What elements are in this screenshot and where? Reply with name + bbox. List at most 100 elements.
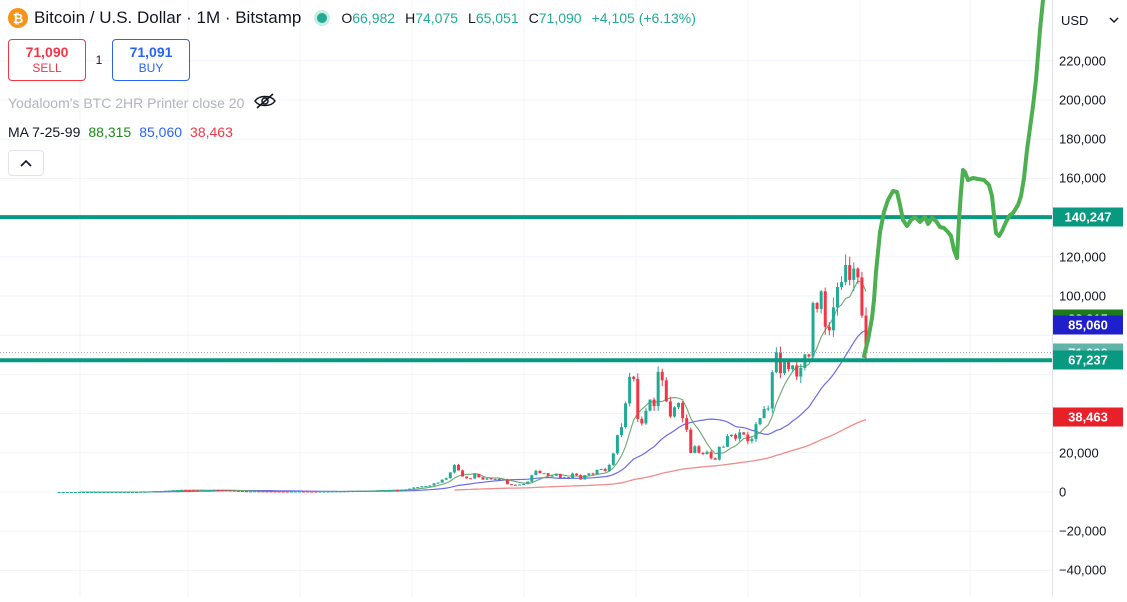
freehand-drawing[interactable]: [862, 0, 1045, 358]
price-tick-label: 100,000: [1059, 288, 1106, 304]
candle-body: [705, 451, 709, 454]
price-tag: 85,060: [1053, 315, 1123, 335]
price-tag: 38,463: [1053, 407, 1123, 427]
market-status-icon[interactable]: [317, 13, 328, 23]
candle-body: [493, 479, 497, 481]
ma25-value: 85,060: [139, 124, 183, 140]
price-tick-label: 20,000: [1059, 445, 1099, 461]
candle-body: [848, 265, 852, 280]
candle-body: [730, 434, 734, 437]
candle-body: [685, 418, 689, 430]
chart-canvas[interactable]: [0, 0, 1052, 597]
candle-body: [265, 491, 269, 493]
candle-body: [298, 491, 302, 493]
candle-body: [126, 492, 130, 493]
candle-body: [98, 492, 102, 493]
candle-body: [90, 492, 94, 493]
candle-body: [395, 489, 399, 491]
candle-body: [171, 490, 175, 492]
candle-body: [151, 491, 155, 493]
candle-body: [135, 492, 139, 493]
candle-body: [660, 371, 664, 381]
candle-body: [611, 453, 615, 465]
indicator-legend[interactable]: Yodaloom's BTC 2HR Printer close 20: [8, 93, 277, 112]
candle-body: [65, 492, 69, 493]
candle-body: [183, 489, 187, 491]
candle-body: [644, 410, 648, 424]
candle-body: [489, 478, 493, 480]
candle-body: [371, 490, 375, 492]
candles: [57, 254, 868, 493]
candle-body: [689, 429, 693, 453]
candle-body: [501, 479, 505, 481]
candle-body: [709, 451, 713, 459]
candle-body: [106, 492, 110, 493]
currency-selector[interactable]: USD: [1059, 7, 1123, 33]
sell-price: 71,090: [25, 44, 69, 60]
price-scale[interactable]: [1052, 0, 1127, 597]
candle-body: [322, 491, 326, 493]
candle-body: [562, 477, 566, 479]
candle-body: [257, 491, 261, 493]
candle-body: [232, 490, 236, 492]
candle-body: [114, 492, 118, 493]
buy-button[interactable]: 71,091 BUY: [112, 39, 190, 81]
candle-body: [811, 303, 815, 357]
candle-body: [179, 489, 183, 491]
candle-body: [130, 492, 134, 493]
candle-body: [355, 491, 359, 493]
candle-body: [542, 473, 546, 475]
candle-body: [159, 491, 163, 493]
price-chart[interactable]: ₿ Bitcoin / U.S. Dollar · 1M · Bitstamp …: [0, 0, 1052, 597]
candle-body: [481, 477, 485, 480]
candle-body: [571, 473, 575, 478]
candle-body: [289, 491, 293, 493]
candle-body: [762, 409, 766, 419]
candle-body: [334, 491, 338, 493]
eye-hidden-icon[interactable]: [254, 93, 277, 112]
candle-body: [782, 359, 786, 374]
indicator-name: Yodaloom's BTC 2HR Printer close 20: [8, 94, 245, 111]
candle-body: [823, 291, 827, 327]
symbol-header: ₿ Bitcoin / U.S. Dollar · 1M · Bitstamp …: [8, 8, 696, 28]
price-tick-label: 160,000: [1059, 170, 1106, 186]
candle-body: [835, 286, 839, 308]
candle-body: [595, 469, 599, 475]
candle-body: [403, 489, 407, 491]
candle-body: [330, 491, 334, 493]
candle-body: [465, 476, 469, 479]
candle-body: [102, 492, 106, 493]
candle-body: [448, 472, 452, 479]
ma25-path: [152, 329, 867, 493]
price-tick-label: 220,000: [1059, 53, 1106, 69]
candle-body: [469, 478, 473, 480]
candle-body: [774, 352, 778, 373]
chevron-down-icon: [1109, 17, 1119, 23]
candle-body: [261, 491, 265, 493]
candle-body: [827, 326, 831, 331]
candle-body: [110, 492, 114, 493]
candle-body: [587, 473, 591, 476]
ma-label: MA 7-25-99: [8, 124, 81, 140]
candle-body: [326, 491, 330, 493]
candle-body: [624, 403, 628, 428]
candle-body: [143, 491, 147, 493]
candle-body: [754, 424, 758, 440]
candle-body: [750, 439, 754, 442]
candle-body: [628, 376, 632, 404]
candle-body: [840, 282, 844, 287]
ma-legend[interactable]: MA 7-25-99 88,315 85,060 38,463: [8, 124, 233, 140]
candle-body: [717, 446, 721, 460]
candle-body: [514, 484, 518, 486]
candle-body: [281, 491, 285, 493]
candle-body: [860, 277, 864, 316]
symbol-title[interactable]: Bitcoin / U.S. Dollar · 1M · Bitstamp: [34, 8, 302, 27]
sell-button[interactable]: 71,090 SELL: [8, 39, 86, 81]
candle-body: [526, 481, 530, 484]
collapse-legend-button[interactable]: [8, 150, 44, 176]
candle-body: [399, 489, 403, 491]
chevron-up-icon: [20, 159, 32, 167]
candle-body: [473, 473, 477, 479]
candle-body: [742, 432, 746, 435]
ma99-value: 38,463: [190, 124, 233, 140]
